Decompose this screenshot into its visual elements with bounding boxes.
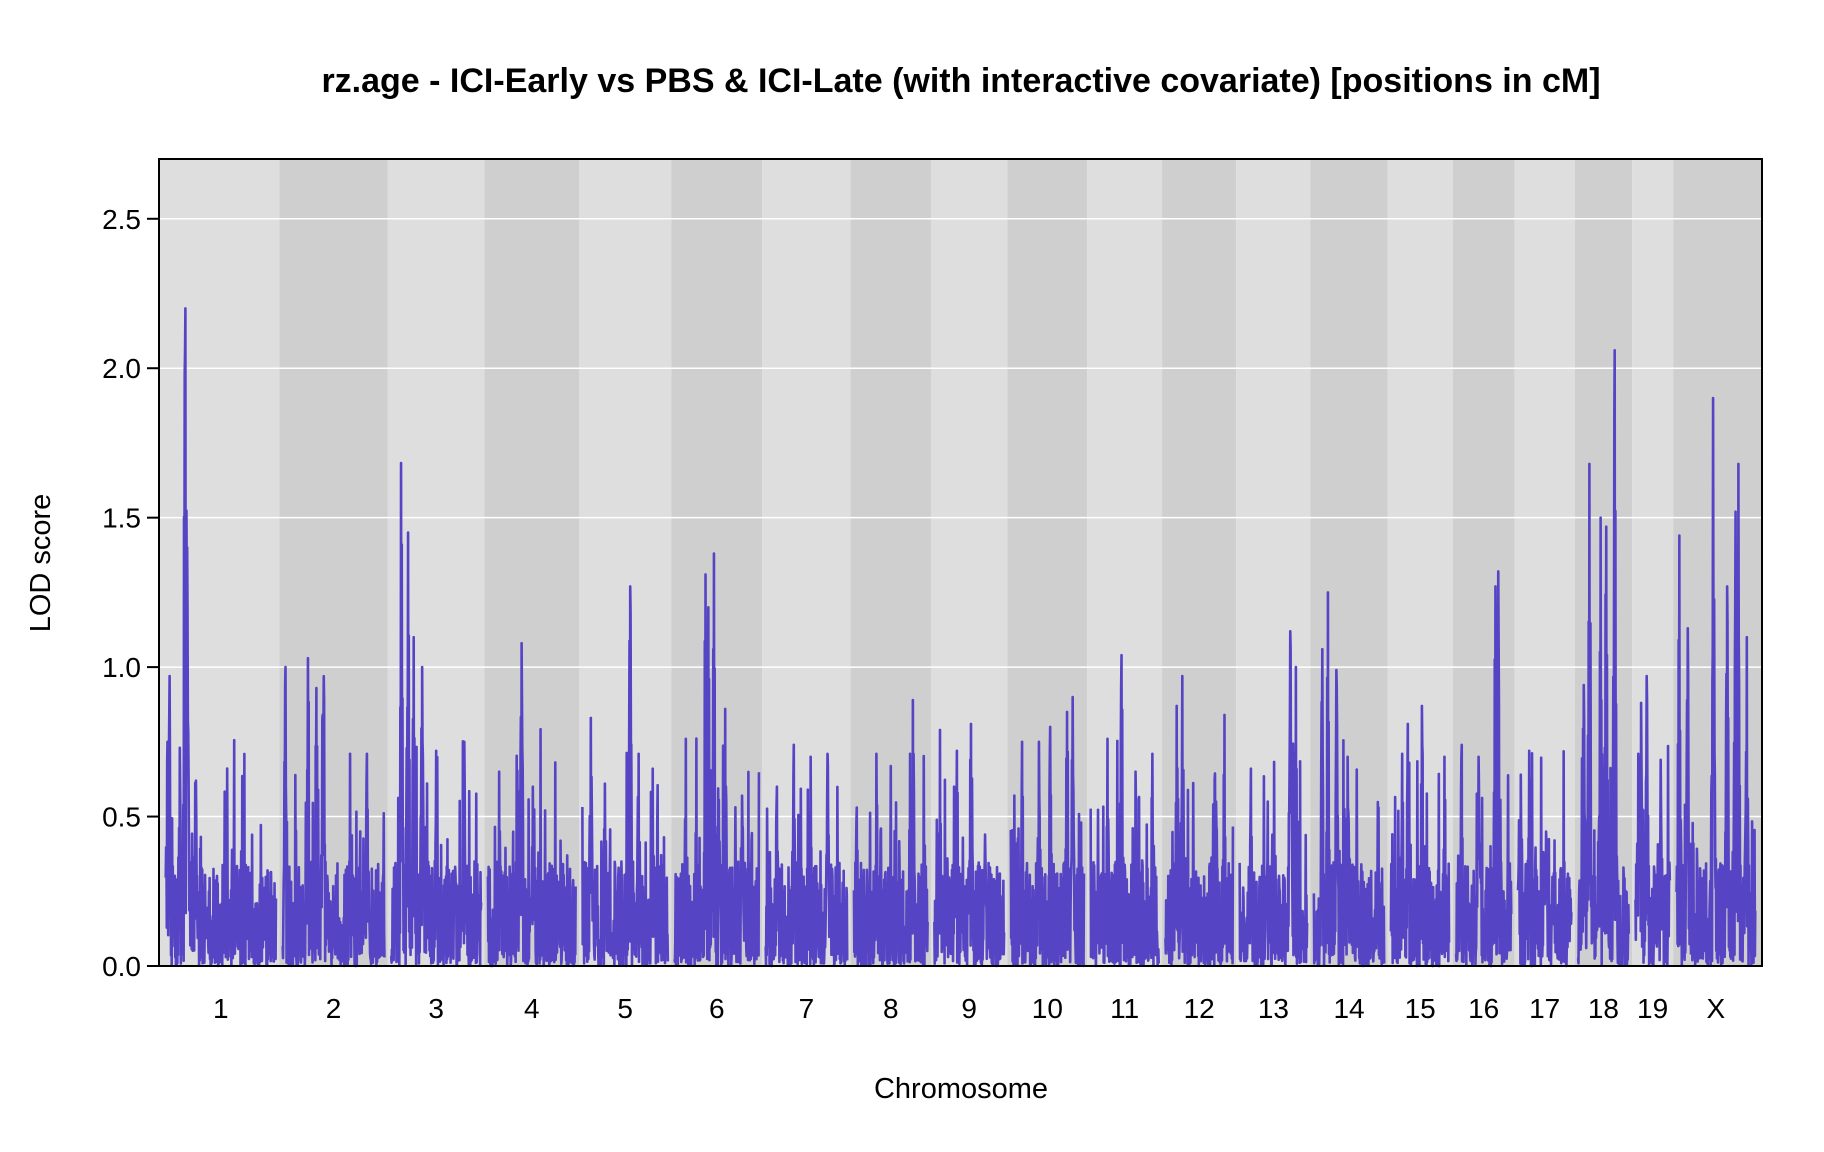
lod-trace-chr-5 [581, 585, 670, 968]
x-tick-label-chr-5: 5 [617, 993, 633, 1024]
lod-trace-chr-15 [1389, 704, 1451, 968]
x-axis: 1 2 3 4 5 6 7 8 9 10 11 12 13 14 15 16 17 18 19 X [213, 993, 1725, 1024]
x-tick-label-chr-6: 6 [709, 993, 725, 1024]
y-axis: 0.0 0.5 1.0 1.5 2.0 2.5 [102, 204, 159, 982]
x-tick-label-chr-1: 1 [213, 993, 229, 1024]
lod-series [164, 307, 1757, 968]
x-tick-label-chr-9: 9 [961, 993, 977, 1024]
lod-trace-chr-18 [1576, 348, 1631, 967]
x-tick-label-chr-8: 8 [883, 993, 899, 1024]
x-tick-label-chr-15: 15 [1405, 993, 1436, 1024]
x-tick-label-chr-12: 12 [1184, 993, 1215, 1024]
lod-trace-chr-3 [389, 461, 483, 967]
lod-trace-chr-X [1675, 396, 1757, 967]
lod-trace-chr-4 [486, 641, 577, 968]
lod-trace-chr-2 [281, 656, 386, 968]
lod-trace-chr-11 [1089, 653, 1160, 968]
lod-trace-chr-1 [164, 307, 278, 968]
lod-trace-chr-17 [1516, 749, 1573, 968]
lod-trace-chr-13 [1238, 629, 1309, 968]
band-chr-2 [279, 159, 388, 966]
lod-trace-chr-6 [673, 552, 761, 967]
chart-title: rz.age - ICI-Early vs PBS & ICI-Late (wi… [321, 62, 1600, 100]
band-chr-5 [579, 159, 672, 966]
lod-trace-chr-14 [1312, 591, 1386, 968]
lod-trace-chr-16 [1454, 570, 1513, 968]
x-tick-label-chr-19: 19 [1637, 993, 1668, 1024]
x-tick-label-chr-3: 3 [428, 993, 444, 1024]
x-axis-label: Chromosome [874, 1073, 1048, 1105]
y-axis-label: LOD score [25, 494, 57, 633]
lod-trace-chr-12 [1164, 674, 1235, 968]
lod-trace-chr-19 [1634, 674, 1672, 968]
y-tick-label: 2.0 [102, 353, 141, 384]
y-tick-label: 0.0 [102, 951, 141, 982]
plot-frame [158, 158, 1763, 967]
x-tick-label-chr-13: 13 [1258, 993, 1289, 1024]
x-tick-label-chr-X: X [1707, 993, 1726, 1024]
y-tick-label: 2.5 [102, 204, 141, 235]
y-tick-label: 1.0 [102, 652, 141, 683]
x-tick-label-chr-18: 18 [1588, 993, 1619, 1024]
x-tick-label-chr-11: 11 [1110, 993, 1139, 1024]
x-tick-label-chr-17: 17 [1529, 993, 1560, 1024]
lod-trace-chr-7 [764, 743, 849, 968]
x-tick-label-chr-16: 16 [1468, 993, 1499, 1024]
x-tick-label-chr-4: 4 [524, 993, 540, 1024]
band-chr-11 [1087, 159, 1163, 966]
x-tick-label-chr-7: 7 [799, 993, 815, 1024]
y-tick-label: 1.5 [102, 503, 141, 534]
lod-trace-chr-10 [1009, 695, 1086, 968]
lod-trace-chr-8 [852, 698, 929, 968]
x-tick-label-chr-2: 2 [326, 993, 342, 1024]
y-tick-label: 0.5 [102, 802, 141, 833]
x-tick-label-chr-10: 10 [1032, 993, 1063, 1024]
x-tick-label-chr-14: 14 [1333, 993, 1364, 1024]
